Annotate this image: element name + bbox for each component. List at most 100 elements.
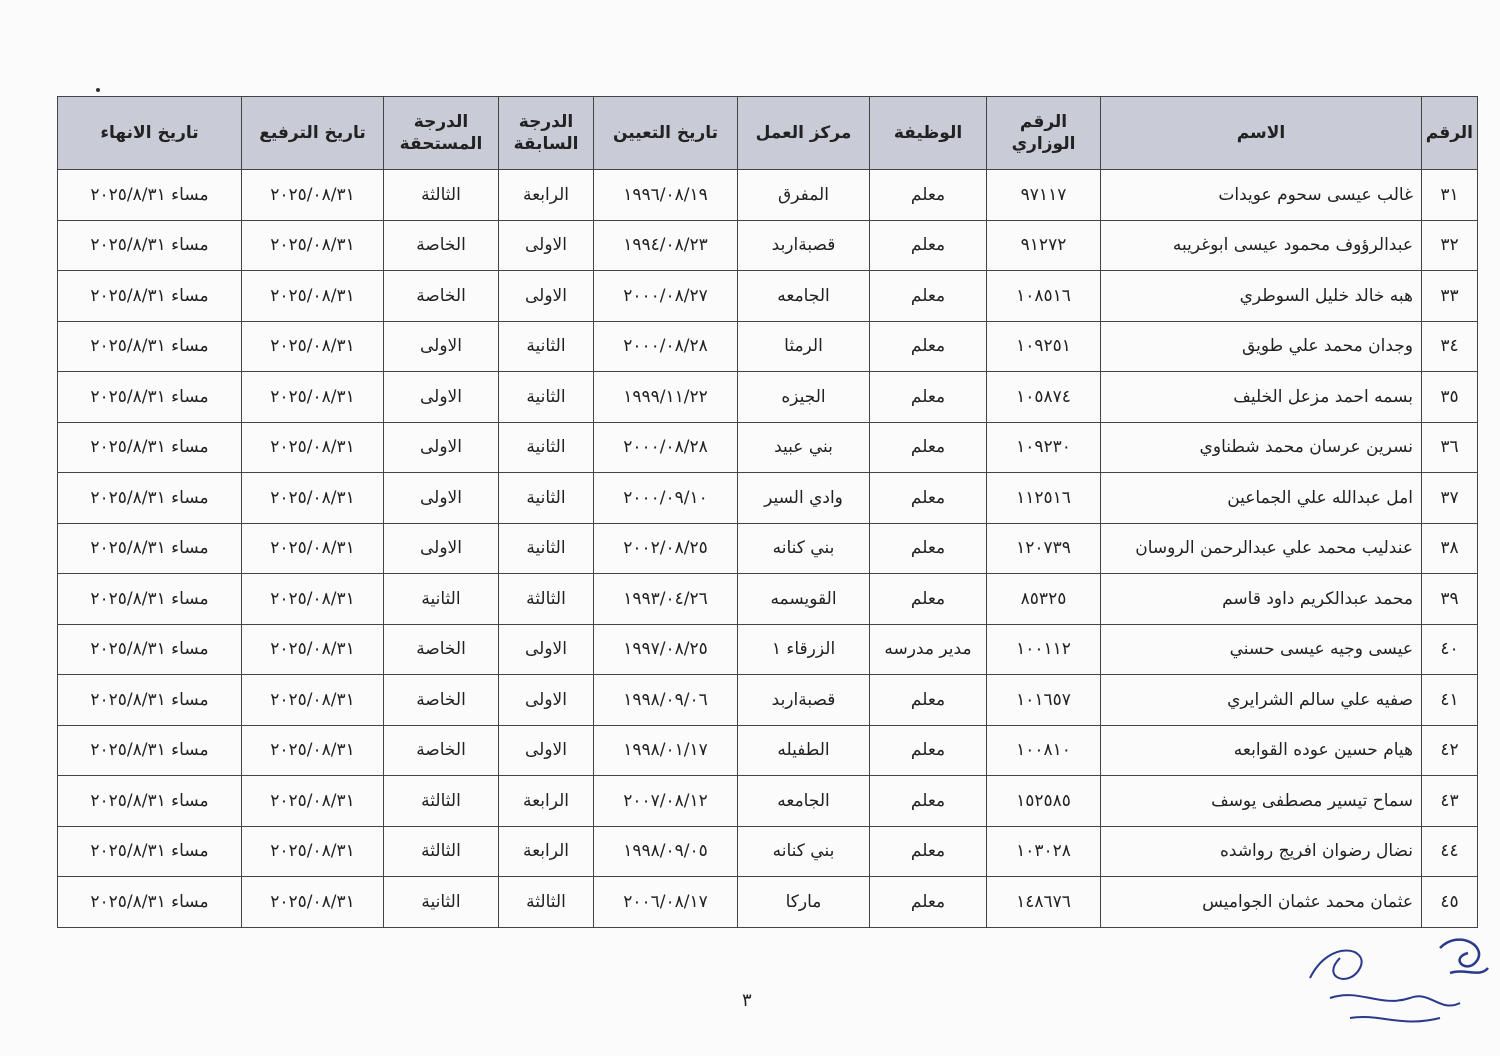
cell-previous-grade: الاولى (498, 219, 594, 271)
cell-row-number: ٣٢ (1421, 219, 1478, 271)
cell-text: الثانية (421, 891, 461, 912)
cell-text: ١٤٨٦٧٦ (1016, 891, 1071, 912)
cell-text: الجيزه (781, 386, 826, 407)
cell-due-grade: الاولى (383, 522, 499, 574)
cell-text: مساء ٢٠٢٥/٨/٣١ (90, 588, 209, 609)
cell-ministry-number: ١٠٩٢٥١ (986, 320, 1101, 372)
cell-text: ٢٠٠٠/٠٩/١٠ (623, 487, 708, 508)
cell-text: ٢٠٢٥/٠٨/٣١ (270, 235, 355, 256)
cell-text: ٣٢ (1440, 235, 1459, 256)
cell-due-grade: الاولى (383, 371, 499, 423)
cell-name: غالب عيسى سحوم عويدات (1100, 169, 1422, 221)
cell-due-grade: الثالثة (383, 825, 499, 877)
cell-text: الاولى (525, 740, 567, 761)
cell-text: نضال رضوان افريج رواشده (1219, 841, 1413, 862)
cell-text: الاولى (525, 285, 567, 306)
cell-text: الثالثة (421, 841, 461, 862)
cell-text: معلم (910, 487, 946, 508)
cell-text: الجامعه (777, 285, 830, 306)
cell-text: مساء ٢٠٢٥/٨/٣١ (90, 639, 209, 660)
cell-text: مساء ٢٠٢٥/٨/٣١ (90, 538, 209, 559)
scan-mark (96, 88, 100, 92)
table-row: ٣٧ امل عبدالله علي الجماعين ١١٢٥١٦ معلم وادي… (57, 472, 1478, 524)
cell-previous-grade: الثانية (498, 371, 594, 423)
cell-row-number: ٤٠ (1421, 623, 1478, 675)
cell-appointment-date: ٢٠٠٢/٠٨/٢٥ (593, 522, 738, 574)
table-row: ٤٠ عيسى وجيه عيسى حسني ١٠٠١١٢ مدير مدرسه الز… (57, 623, 1478, 675)
cell-text: ٤٥ (1440, 891, 1459, 912)
header-previous-grade: الدرجة السابقة (498, 96, 594, 170)
cell-work-center: القويسمه (737, 573, 870, 625)
cell-text: ١٩٩٦/٠٨/١٩ (623, 184, 708, 205)
handwritten-signature (1309, 938, 1489, 1023)
cell-previous-grade: الثانية (498, 320, 594, 372)
cell-text: ١٩٩٧/٠٨/٢٥ (623, 639, 708, 660)
table-row: ٣٥ بسمه احمد مزعل الخليف ١٠٥٨٧٤ معلم الجيزه ١… (57, 371, 1478, 423)
cell-text: قصبةاربد (771, 235, 836, 256)
cell-appointment-date: ٢٠٠٠/٠٨/٢٨ (593, 320, 738, 372)
cell-text: ٣٧ (1440, 487, 1459, 508)
table-row: ٣٣ هبه خالد خليل السوطري ١٠٨٥١٦ معلم الجامعه… (57, 270, 1478, 322)
cell-work-center: الجامعه (737, 775, 870, 827)
cell-text: مساء ٢٠٢٥/٨/٣١ (90, 437, 209, 458)
cell-due-grade: الاولى (383, 421, 499, 473)
cell-promotion-date: ٢٠٢٥/٠٨/٣١ (241, 775, 384, 827)
cell-promotion-date: ٢٠٢٥/٠٨/٣١ (241, 421, 384, 473)
cell-due-grade: الثالثة (383, 169, 499, 221)
cell-name: عندليب محمد علي عبدالرحمن الروسان (1100, 522, 1422, 574)
cell-work-center: بني كنانه (737, 522, 870, 574)
cell-ministry-number: ٩٧١١٧ (986, 169, 1101, 221)
cell-name: سماح تيسير مصطفى يوسف (1100, 775, 1422, 827)
cell-previous-grade: الرابعة (498, 775, 594, 827)
cell-due-grade: الثانية (383, 876, 499, 928)
cell-end-date: مساء ٢٠٢٥/٨/٣١ (57, 421, 242, 473)
cell-end-date: مساء ٢٠٢٥/٨/٣١ (57, 573, 242, 625)
cell-text: مساء ٢٠٢٥/٨/٣١ (90, 740, 209, 761)
cell-text: امل عبدالله علي الجماعين (1227, 487, 1413, 508)
cell-job-title: معلم (869, 674, 987, 726)
cell-end-date: مساء ٢٠٢٥/٨/٣١ (57, 876, 242, 928)
header-promotion-date: تاريخ الترفيع (241, 96, 384, 170)
cell-text: ٢٠٠٧/٠٨/١٢ (623, 790, 708, 811)
cell-promotion-date: ٢٠٢٥/٠٨/٣١ (241, 320, 384, 372)
cell-text: ١٠١٦٥٧ (1016, 689, 1071, 710)
header-work-center: مركز العمل (737, 96, 870, 170)
cell-text: مساء ٢٠٢٥/٨/٣١ (90, 235, 209, 256)
cell-text: الثانية (526, 386, 566, 407)
cell-row-number: ٣٩ (1421, 573, 1478, 625)
cell-text: ٨٥٣٢٥ (1020, 588, 1067, 609)
cell-previous-grade: الثانية (498, 421, 594, 473)
table-row: ٤٤ نضال رضوان افريج رواشده ١٠٣٠٢٨ معلم بني ك… (57, 825, 1478, 877)
cell-promotion-date: ٢٠٢٥/٠٨/٣١ (241, 724, 384, 776)
cell-text: معلم (910, 437, 946, 458)
cell-work-center: بني كنانه (737, 825, 870, 877)
cell-name: صفيه علي سالم الشرايري (1100, 674, 1422, 726)
cell-text: الجامعه (777, 790, 830, 811)
cell-end-date: مساء ٢٠٢٥/٨/٣١ (57, 270, 242, 322)
cell-work-center: الزرقاء ١ (737, 623, 870, 675)
cell-text: محمد عبدالكريم داود قاسم (1222, 588, 1413, 609)
cell-text: ٣١ (1440, 184, 1459, 205)
cell-ministry-number: ١٠٠٨١٠ (986, 724, 1101, 776)
cell-text: الرابعة (522, 184, 570, 205)
cell-name: امل عبدالله علي الجماعين (1100, 472, 1422, 524)
cell-promotion-date: ٢٠٢٥/٠٨/٣١ (241, 522, 384, 574)
cell-text: ١١٢٥١٦ (1016, 487, 1071, 508)
cell-text: ٤٠ (1440, 639, 1459, 660)
cell-row-number: ٤٣ (1421, 775, 1478, 827)
header-appointment-date: تاريخ التعيين (593, 96, 738, 170)
cell-row-number: ٤٥ (1421, 876, 1478, 928)
cell-appointment-date: ١٩٩٧/٠٨/٢٥ (593, 623, 738, 675)
table-row: ٣٦ نسرين عرسان محمد شطناوي ١٠٩٢٣٠ معلم بني ع… (57, 421, 1478, 473)
cell-end-date: مساء ٢٠٢٥/٨/٣١ (57, 775, 242, 827)
cell-text: ٤١ (1440, 689, 1459, 710)
cell-text: الثانية (526, 538, 566, 559)
cell-appointment-date: ٢٠٠٠/٠٩/١٠ (593, 472, 738, 524)
cell-end-date: مساء ٢٠٢٥/٨/٣١ (57, 522, 242, 574)
cell-text: الخاصة (416, 689, 466, 710)
cell-work-center: ماركا (737, 876, 870, 928)
header-job-title: الوظيفة (869, 96, 987, 170)
cell-text: مساء ٢٠٢٥/٨/٣١ (90, 689, 209, 710)
cell-job-title: معلم (869, 573, 987, 625)
cell-text: ١٥٢٥٨٥ (1016, 790, 1071, 811)
